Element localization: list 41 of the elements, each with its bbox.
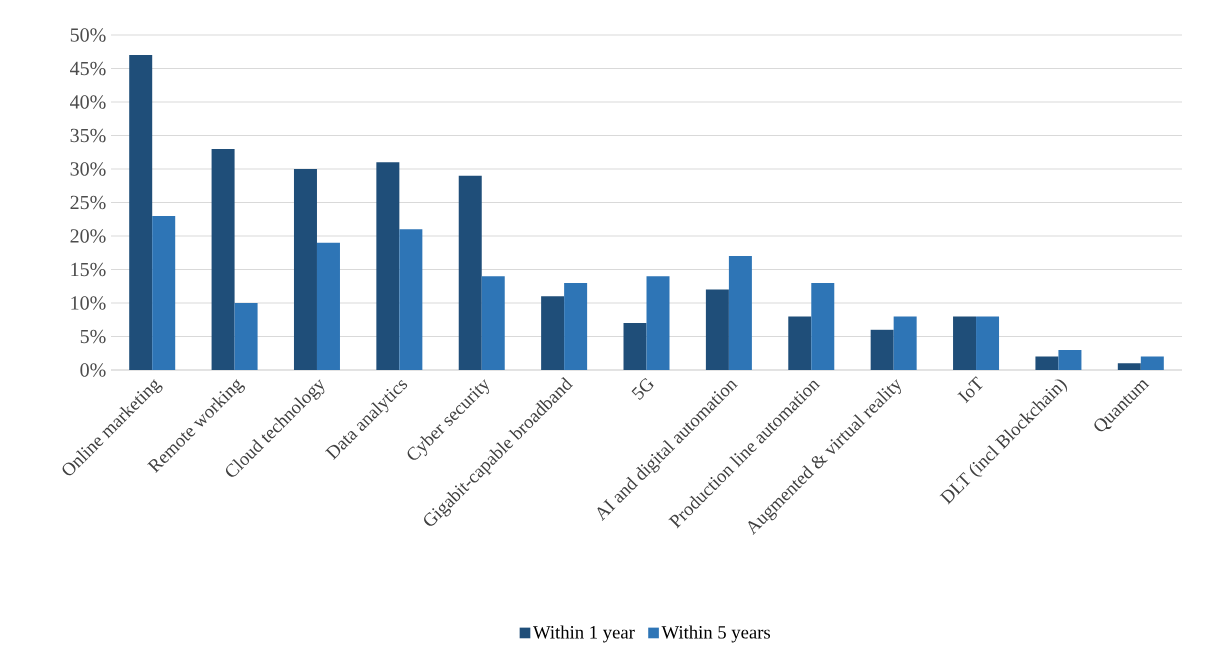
bar [376,162,400,370]
y-tick-label: 20% [70,229,106,243]
y-tick-label: 25% [70,195,106,210]
bar [728,256,752,370]
y-tick-label: 40% [70,95,106,109]
y-tick-label: 10% [71,296,106,310]
bar [211,148,235,370]
x-tick-label: IoT [957,376,983,404]
bar [1058,349,1082,370]
bar [129,55,153,370]
bar [788,316,812,370]
y-tick-label: 30% [70,162,106,176]
x-tick-label: 5G [631,377,654,400]
bar [564,282,588,370]
bar [811,282,835,370]
y-tick-label: 50% [70,28,106,42]
y-tick-label: 5% [80,329,106,344]
bar [893,316,917,370]
bar [293,168,317,370]
bar [705,289,729,370]
bar [953,316,977,370]
bar [234,302,258,370]
y-tick-label: 35% [70,128,106,143]
y-tick-label: 45% [70,61,106,76]
bar [623,323,647,370]
bar [1035,356,1059,370]
bar [1140,356,1164,370]
bar [152,215,176,370]
bar [481,276,505,370]
bar [870,329,894,370]
legend-label: Within 5 years [661,625,771,643]
y-tick-label: 15% [71,262,106,277]
bar [458,175,482,370]
bar [541,296,565,370]
legend-label: Within 1 year [533,625,635,643]
y-tick-label: 0% [80,363,106,377]
bar [399,229,423,370]
bar [1117,363,1141,370]
bar [646,276,670,370]
bar [316,242,340,370]
bar [976,316,1000,370]
